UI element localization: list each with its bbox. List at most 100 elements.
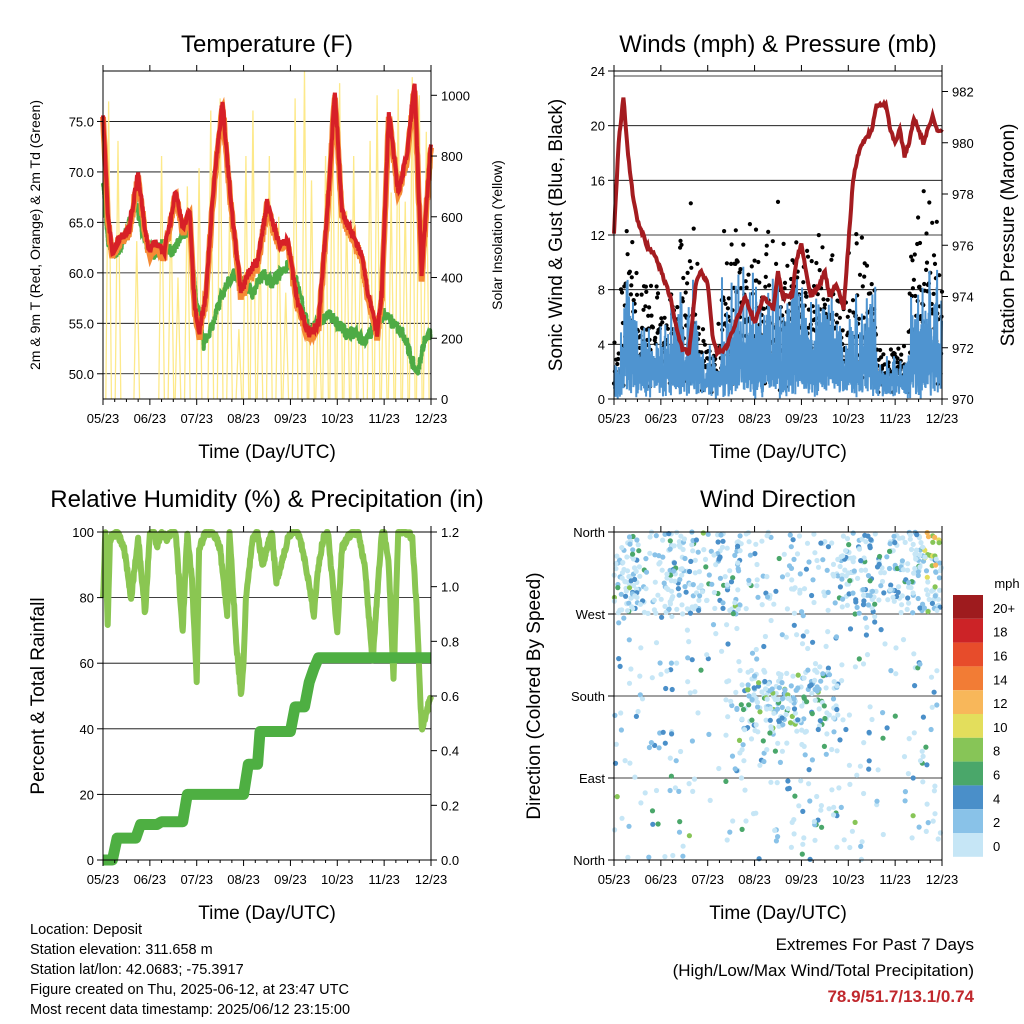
x-tick-label: 11/23 [879, 411, 911, 426]
direction-point [674, 660, 680, 666]
direction-point [687, 690, 693, 696]
y2-tick-label: 0.6 [441, 689, 459, 704]
direction-point [834, 844, 840, 850]
gust-point [691, 226, 696, 231]
gust-point [648, 283, 654, 288]
direction-point [788, 544, 794, 550]
direction-point [720, 538, 726, 544]
direction-point [676, 542, 682, 548]
direction-point [775, 834, 781, 840]
direction-point [780, 696, 786, 702]
x-tick-label: 12/23 [415, 872, 448, 887]
direction-point [660, 537, 666, 543]
direction-point [688, 558, 694, 565]
direction-point [891, 533, 897, 539]
humidity-frame [102, 531, 432, 861]
direction-point [931, 689, 937, 695]
direction-point [634, 537, 640, 543]
solar-spike [301, 70, 308, 400]
direction-point [840, 533, 847, 539]
direction-point [926, 596, 932, 603]
direction-point [680, 853, 686, 859]
direction-point [801, 586, 808, 592]
direction-point [812, 697, 818, 703]
direction-point [834, 706, 840, 713]
direction-point [676, 788, 682, 795]
direction-point [865, 602, 872, 608]
direction-point [643, 556, 649, 562]
direction-point [664, 668, 670, 674]
y-tick-label: 4 [598, 337, 605, 352]
direction-point [723, 732, 729, 738]
direction-point [658, 671, 664, 677]
direction-point [757, 762, 763, 768]
direction-point [647, 534, 653, 540]
gust-point [809, 259, 814, 264]
direction-point [616, 656, 622, 662]
x-tick-label: 07/23 [180, 411, 213, 426]
relative-humidity-series [100, 529, 434, 733]
direction-point [699, 589, 706, 595]
direction-point [818, 807, 824, 813]
direction-point [637, 692, 643, 698]
direction-point [919, 748, 925, 754]
direction-point [831, 804, 837, 810]
direction-point [710, 622, 717, 628]
direction-point [772, 827, 778, 834]
direction-point [869, 596, 875, 603]
direction-point [934, 702, 940, 708]
direction-point [761, 750, 767, 756]
direction-point [893, 645, 899, 651]
direction-point [739, 716, 745, 722]
direction-point [825, 589, 831, 596]
colorbar-swatch [953, 809, 983, 833]
direction-point [808, 682, 814, 688]
direction-point [921, 605, 928, 611]
direction-point [830, 696, 837, 702]
direction-point [686, 639, 692, 645]
direction-point [910, 541, 916, 548]
direction-point [846, 591, 852, 597]
y-tick-label: 12 [591, 228, 605, 243]
direction-point [785, 695, 791, 702]
direction-point [846, 712, 853, 718]
y-tick-label: 75.0 [69, 114, 94, 129]
direction-point [914, 532, 920, 538]
gust-point [869, 282, 874, 287]
direction-point [635, 542, 641, 548]
gust-point [924, 267, 929, 272]
direction-point [765, 594, 771, 600]
direction-point [728, 579, 735, 585]
direction-point [689, 657, 695, 663]
direction-point [935, 836, 941, 842]
gust-point [723, 301, 728, 306]
gust-point [615, 361, 620, 367]
direction-point [682, 584, 688, 590]
colorbar-swatch [953, 737, 983, 762]
direction-point [625, 608, 631, 614]
direction-point [657, 660, 663, 666]
direction-point [898, 609, 904, 616]
direction-point [843, 548, 849, 554]
direction-point [902, 539, 908, 546]
direction-point [693, 537, 700, 543]
direction-point [622, 758, 628, 764]
y2-tick-label: 0.0 [441, 853, 459, 868]
direction-point [686, 781, 692, 787]
gust-point [806, 307, 812, 312]
direction-point [804, 699, 810, 705]
direction-point [915, 595, 921, 602]
y-tick-label: West [576, 607, 606, 622]
direction-point [768, 779, 774, 785]
x-tick-label: 11/23 [879, 872, 911, 887]
direction-point [823, 751, 829, 757]
direction-point [874, 564, 881, 570]
direction-point [791, 706, 798, 712]
direction-point [667, 755, 673, 761]
direction-point [753, 810, 759, 816]
y2-tick-label: 400 [441, 271, 463, 286]
colorbar-label: 16 [993, 649, 1007, 664]
direction-point [724, 679, 730, 685]
solar-spike [167, 201, 175, 400]
direction-point [619, 815, 625, 821]
